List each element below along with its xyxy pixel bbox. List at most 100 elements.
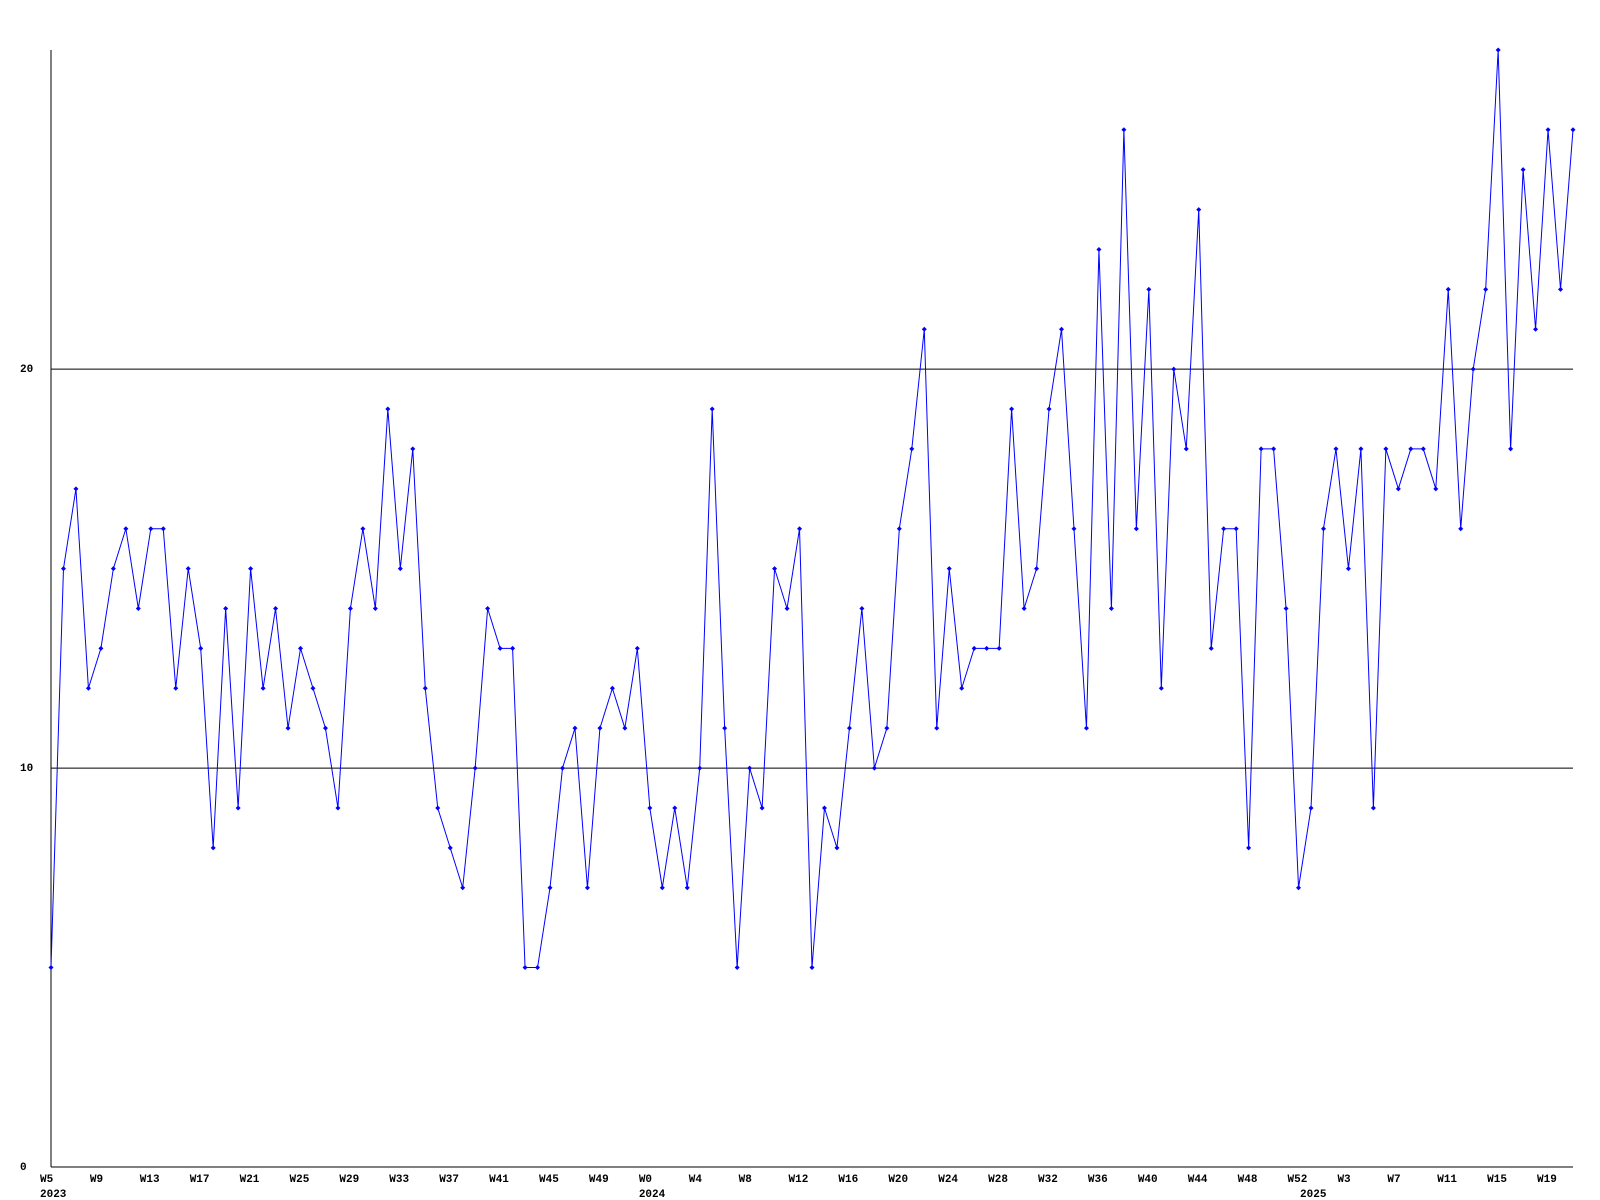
data-point [1570,127,1576,133]
data-point [722,725,728,731]
data-point [547,885,553,891]
data-point [1395,486,1401,492]
x-tick-label: W20 [888,1174,908,1186]
data-point [98,645,104,651]
data-point [659,885,665,891]
data-point [1096,246,1102,252]
data-point [1333,446,1339,452]
data-point [597,725,603,731]
x-tick-label: W29 [339,1174,359,1186]
data-point [123,526,129,532]
data-point [510,645,516,651]
data-point [1009,406,1015,412]
data-point [572,725,578,731]
data-point [1296,885,1302,891]
data-point [223,606,229,611]
data-point [859,606,865,611]
data-point [135,606,141,611]
data-point [1383,446,1389,452]
data-point [871,765,877,771]
x-tick-label: W9 [90,1174,103,1186]
data-point [784,606,790,611]
data-point [485,606,491,611]
x-tick-label: W41 [489,1174,509,1186]
data-point [772,566,778,572]
data-point [1059,326,1065,332]
data-point [535,965,541,971]
data-point [1208,645,1214,651]
y-tick-label: 0 [20,1162,27,1174]
x-tick-label: W11 [1437,1174,1457,1186]
data-point [622,725,628,731]
data-point [1121,127,1127,133]
data-point [946,566,952,572]
x-tick-label: W0 [639,1174,652,1186]
data-point [248,566,254,572]
data-point [846,725,852,731]
data-point [697,765,703,771]
y-tick-label: 10 [20,763,33,775]
data-point [260,685,266,691]
data-point [472,765,478,771]
x-tick-label: W36 [1088,1174,1108,1186]
x-tick-label: W28 [988,1174,1008,1186]
data-point [1420,446,1426,452]
data-point [298,645,304,651]
series-line [50,49,1574,969]
data-point [85,685,91,691]
data-point [310,685,316,691]
data-point [747,765,753,771]
data-point [1258,446,1264,452]
year-label: 2023 [40,1189,67,1200]
data-point [1320,526,1326,532]
data-point [609,685,615,691]
x-tick-label: W19 [1537,1174,1557,1186]
x-tick-label: W32 [1038,1174,1058,1186]
data-point [1183,446,1189,452]
data-point [1520,167,1526,173]
data-point [1083,725,1089,731]
data-point [210,845,216,851]
data-point [110,566,116,572]
x-tick-label: W45 [539,1174,559,1186]
data-point [335,805,341,811]
data-point [1408,446,1414,452]
data-point [1034,566,1040,572]
data-point [996,645,1002,651]
data-point [1433,486,1439,492]
data-point [60,566,66,572]
data-point [809,965,815,971]
data-point [896,526,902,532]
data-point [1483,286,1489,292]
data-point [1508,446,1514,452]
data-point [684,885,690,891]
x-tick-label: W49 [589,1174,609,1186]
data-point [984,645,990,651]
data-point [460,885,466,891]
data-point [1370,805,1376,811]
year-label: 2024 [639,1189,666,1200]
data-point [148,526,154,532]
data-point [1158,685,1164,691]
x-tick-label: W33 [389,1174,409,1186]
data-point [821,805,827,811]
data-point [73,486,79,492]
x-tick-label: W17 [190,1174,210,1186]
data-point [1308,805,1314,811]
data-point [1545,127,1551,133]
data-point [1171,366,1177,372]
x-tick-label: W24 [938,1174,958,1186]
data-point [971,645,977,651]
data-point [285,725,291,731]
data-point [834,845,840,851]
x-tick-label: W52 [1288,1174,1308,1186]
data-point [385,406,391,412]
x-tick-label: W4 [689,1174,703,1186]
data-point [410,446,416,452]
data-point [1246,845,1252,851]
data-point [397,566,403,572]
data-point [1533,326,1539,332]
data-point [1046,406,1052,412]
data-point [909,446,915,452]
